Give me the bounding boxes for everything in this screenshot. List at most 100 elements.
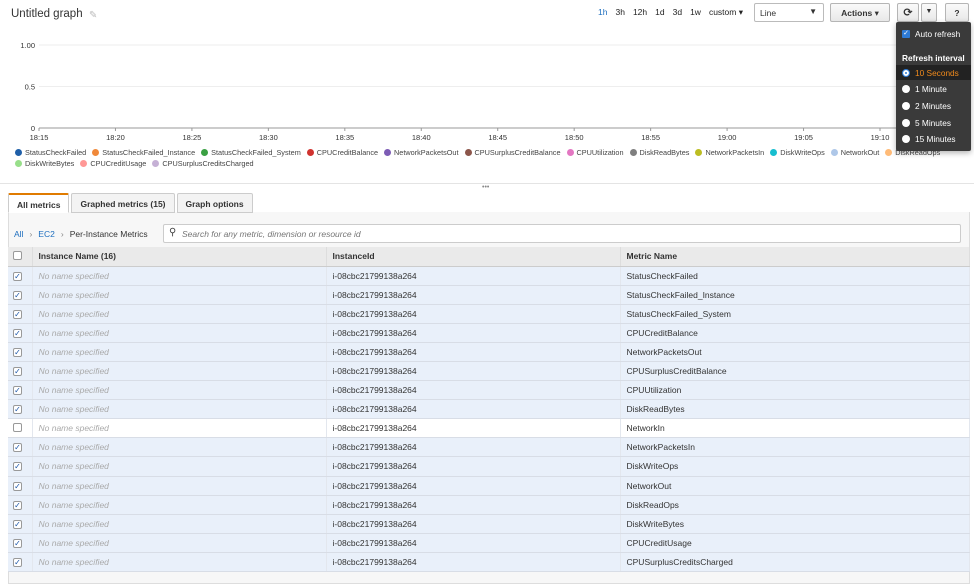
metric-name-cell[interactable]: StatusCheckFailed_System [620,304,970,324]
row-checkbox[interactable]: ✓ [13,386,22,396]
legend-entry[interactable]: CPUSurplusCreditsCharged [152,159,254,168]
legend-entry[interactable]: CPUCreditBalance [306,148,378,157]
legend-entry[interactable]: StatusCheckFailed_System [201,148,301,157]
refresh-option[interactable]: 5 Minutes [896,115,971,130]
time-range-0[interactable]: 1h [598,7,608,17]
metric-name-cell[interactable]: CPUUtilization [620,380,970,401]
actions-button[interactable]: Actions ▾ [830,3,890,22]
row-select-cell: ✓ [8,495,33,515]
column-instance-id[interactable]: InstanceId [326,247,621,267]
time-range-6[interactable]: custom ▾ [708,7,743,17]
radio-icon [902,118,910,127]
table-row[interactable]: No name specified i-08cbc21799138a264 Netw… [8,418,970,439]
table-row[interactable]: ✓ No name specified i-08cbc21799138a264 Sta… [8,285,970,305]
table-row[interactable]: ✓ No name specified i-08cbc21799138a264 Net… [8,437,970,458]
legend-entry[interactable]: DiskWriteBytes [15,159,74,168]
metric-name-cell[interactable]: DiskReadBytes [620,399,970,420]
row-checkbox[interactable] [13,422,22,432]
metric-name-cell[interactable]: StatusCheckFailed [620,266,970,286]
row-checkbox[interactable]: ✓ [13,309,22,319]
table-row[interactable]: ✓ No name specified i-08cbc21799138a264 Dis… [8,514,970,534]
table-row[interactable]: ✓ No name specified i-08cbc21799138a264 CPU… [8,380,970,401]
table-row[interactable]: ✓ No name specified i-08cbc21799138a264 CPU… [8,323,970,343]
pencil-icon[interactable]: ✎ [89,10,98,21]
metric-name-cell[interactable]: CPUCreditBalance [620,323,970,343]
graph-title[interactable]: Untitled graph [11,8,83,20]
metric-name-cell[interactable]: CPUSurplusCreditsCharged [620,552,970,573]
resize-handle-icon[interactable]: ••• [482,184,490,191]
legend-entry[interactable]: NetworkOut [830,148,879,157]
row-checkbox[interactable]: ✓ [13,290,22,300]
metric-name-cell[interactable]: NetworkPacketsIn [620,437,970,458]
table-row[interactable]: ✓ No name specified i-08cbc21799138a264 Sta… [8,304,970,324]
row-checkbox[interactable]: ✓ [13,519,22,529]
row-checkbox[interactable]: ✓ [13,443,22,453]
table-row[interactable]: ✓ No name specified i-08cbc21799138a264 CPU… [8,552,970,573]
time-range-5[interactable]: 1w [690,7,701,17]
metric-name-cell[interactable]: NetworkPacketsOut [620,342,970,362]
metric-name-cell[interactable]: DiskWriteOps [620,456,970,477]
refresh-option[interactable]: 15 Minutes [896,132,971,147]
row-checkbox[interactable]: ✓ [13,481,22,491]
metric-name-cell[interactable]: CPUSurplusCreditBalance [620,361,970,382]
metric-name-cell[interactable]: StatusCheckFailed_Instance [620,285,970,305]
refresh-option[interactable]: 1 Minute [896,82,971,97]
table-row[interactable]: ✓ No name specified i-08cbc21799138a264 Net… [8,476,970,496]
row-checkbox[interactable]: ✓ [13,405,22,415]
chart-type-select[interactable]: Line ▼ [754,3,824,22]
legend-entry[interactable]: CPUSurplusCreditBalance [464,148,561,157]
legend-entry[interactable]: NetworkPacketsIn [695,148,764,157]
legend-swatch [152,160,160,167]
time-range-3[interactable]: 1d [655,7,665,17]
tab-graph-options[interactable]: Graph options [176,193,253,213]
refresh-option[interactable]: 10 Seconds [896,65,971,80]
row-checkbox[interactable]: ✓ [13,367,22,377]
metric-name-cell[interactable]: CPUCreditUsage [620,533,970,553]
legend-entry[interactable]: DiskReadOps [885,148,940,157]
row-checkbox[interactable]: ✓ [13,347,22,357]
row-checkbox[interactable]: ✓ [13,538,22,548]
time-range-1[interactable]: 3h [615,7,625,17]
instance-name-cell: No name specified [32,304,327,324]
row-checkbox[interactable]: ✓ [13,500,22,510]
row-checkbox[interactable]: ✓ [13,462,22,472]
legend-entry[interactable]: CPUCreditUsage [80,159,146,168]
table-row[interactable]: ✓ No name specified i-08cbc21799138a264 Sta… [8,266,970,286]
metric-name-cell[interactable]: DiskWriteBytes [620,514,970,534]
help-button[interactable]: ? [945,3,969,22]
table-row[interactable]: ✓ No name specified i-08cbc21799138a264 Dis… [8,456,970,477]
legend-entry[interactable]: StatusCheckFailed_Instance [92,148,195,157]
legend-entry[interactable]: StatusCheckFailed [15,148,86,157]
select-all-checkbox[interactable] [13,250,22,260]
refresh-options-button[interactable]: ▼ [921,3,937,22]
legend-entry[interactable]: DiskReadBytes [629,148,689,157]
row-checkbox[interactable]: ✓ [13,271,22,281]
column-metric-name[interactable]: Metric Name [620,247,970,267]
table-row[interactable]: ✓ No name specified i-08cbc21799138a264 Net… [8,342,970,362]
column-instance-name[interactable]: Instance Name (16) [32,247,327,267]
legend-label: DiskWriteOps [780,148,825,157]
metric-name-cell[interactable]: NetworkOut [620,476,970,496]
time-range-2[interactable]: 12h [632,7,648,17]
refresh-button[interactable]: ⟳ [897,3,919,22]
tab-graphed-metrics-15[interactable]: Graphed metrics (15) [71,193,175,213]
legend-entry[interactable]: NetworkPacketsOut [384,148,459,157]
legend-entry[interactable]: DiskWriteOps [770,148,825,157]
row-checkbox[interactable]: ✓ [13,328,22,338]
table-row[interactable]: ✓ No name specified i-08cbc21799138a264 Dis… [8,495,970,515]
metric-name-cell[interactable]: DiskReadOps [620,495,970,515]
breadcrumb-ec2[interactable]: EC2 [38,229,55,239]
refresh-option[interactable]: 2 Minutes [896,98,971,113]
help-icon: ? [954,8,960,18]
auto-refresh-toggle[interactable]: ✓ Auto refresh [896,26,971,41]
tab-all-metrics[interactable]: All metrics [8,193,70,213]
metric-name-cell[interactable]: NetworkIn [620,418,970,439]
time-range-4[interactable]: 3d [672,7,683,17]
breadcrumb-all[interactable]: All [14,229,24,239]
table-row[interactable]: ✓ No name specified i-08cbc21799138a264 CPU… [8,533,970,553]
legend-entry[interactable]: CPUUtilization [566,148,624,157]
row-checkbox[interactable]: ✓ [13,557,22,567]
search-input[interactable] [182,228,952,240]
table-row[interactable]: ✓ No name specified i-08cbc21799138a264 CPU… [8,361,970,382]
table-row[interactable]: ✓ No name specified i-08cbc21799138a264 Dis… [8,399,970,420]
